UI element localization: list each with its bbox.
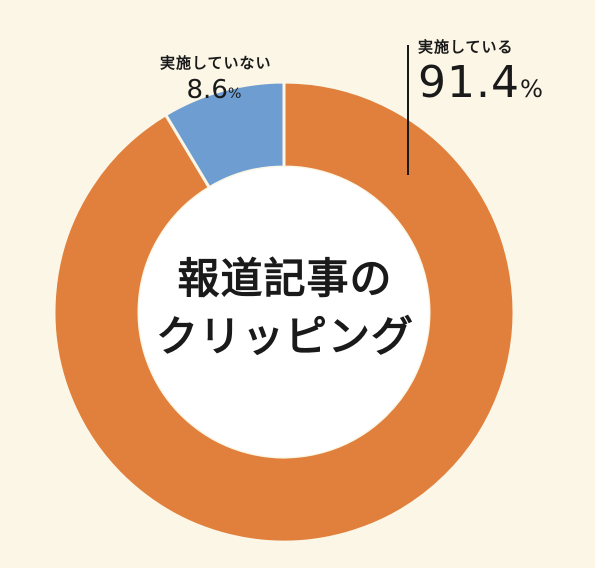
center-title-line-1: 報道記事の [177,254,393,303]
value-not-implemented-number: 8.6 [186,75,228,105]
slice-label-implemented: 実施している 91.4% [418,36,544,108]
value-not-implemented: 8.6% [160,75,268,105]
center-title-line-2: クリッピング [155,312,414,361]
percent-sign: % [519,75,544,103]
slice-label-not-implemented: 実施していない 8.6% [160,52,272,105]
label-implemented-text: 実施している [418,38,514,56]
percent-sign: % [227,86,242,102]
donut-hole [139,167,429,457]
center-title: 報道記事の クリッピング [140,250,430,366]
label-not-implemented-text: 実施していない [160,54,272,72]
value-implemented: 91.4% [418,57,544,108]
value-implemented-number: 91.4 [418,57,520,108]
